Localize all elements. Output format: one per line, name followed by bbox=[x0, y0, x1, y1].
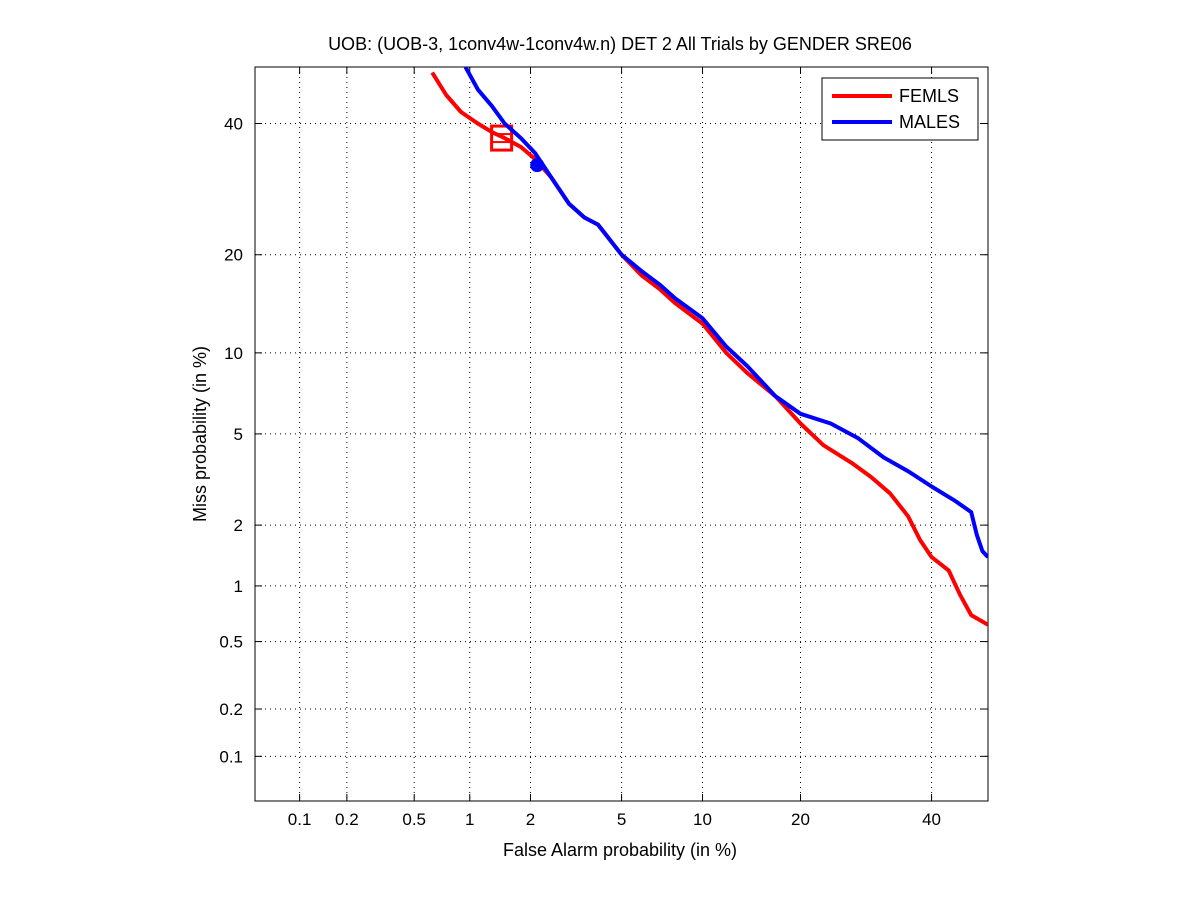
x-tick-label: 0.5 bbox=[402, 810, 426, 829]
y-tick-label: 40 bbox=[224, 115, 243, 134]
y-tick-label: 1 bbox=[234, 577, 243, 596]
y-tick-label: 0.1 bbox=[219, 747, 243, 766]
legend: FEMLS MALES bbox=[821, 77, 979, 141]
series-layer bbox=[430, 67, 988, 627]
y-axis: 0.1 0.2 0.5 1 2 5 10 20 40 bbox=[219, 115, 988, 766]
legend-label-femls: FEMLS bbox=[899, 86, 959, 106]
x-tick-label: 10 bbox=[693, 810, 712, 829]
x-tick-label: 5 bbox=[617, 810, 626, 829]
x-tick-label: 0.1 bbox=[288, 810, 312, 829]
operating-point-circle bbox=[530, 158, 545, 173]
chart-title: UOB: (UOB-3, 1conv4w-1conv4w.n) DET 2 Al… bbox=[328, 34, 912, 54]
x-axis: 0.1 0.2 0.5 1 2 5 10 20 40 bbox=[288, 67, 941, 829]
x-axis-title: False Alarm probability (in %) bbox=[503, 840, 737, 860]
series-males bbox=[463, 67, 988, 559]
legend-label-males: MALES bbox=[899, 112, 960, 132]
x-tick-label: 20 bbox=[791, 810, 810, 829]
y-tick-label: 0.5 bbox=[219, 633, 243, 652]
x-tick-label: 1 bbox=[465, 810, 474, 829]
operating-point-square-inner bbox=[490, 133, 513, 144]
y-tick-label: 2 bbox=[234, 516, 243, 535]
series-line-femls bbox=[430, 71, 988, 627]
series-line-males bbox=[463, 67, 988, 559]
y-tick-label: 10 bbox=[224, 344, 243, 363]
x-tick-label: 40 bbox=[922, 810, 941, 829]
y-tick-label: 5 bbox=[234, 425, 243, 444]
y-axis-title: Miss probability (in %) bbox=[190, 346, 210, 522]
x-tick-label: 0.2 bbox=[335, 810, 359, 829]
y-tick-label: 0.2 bbox=[219, 700, 243, 719]
x-tick-label: 2 bbox=[526, 810, 535, 829]
y-tick-label: 20 bbox=[224, 246, 243, 265]
series-femls bbox=[430, 71, 988, 627]
legend-box bbox=[821, 77, 979, 141]
